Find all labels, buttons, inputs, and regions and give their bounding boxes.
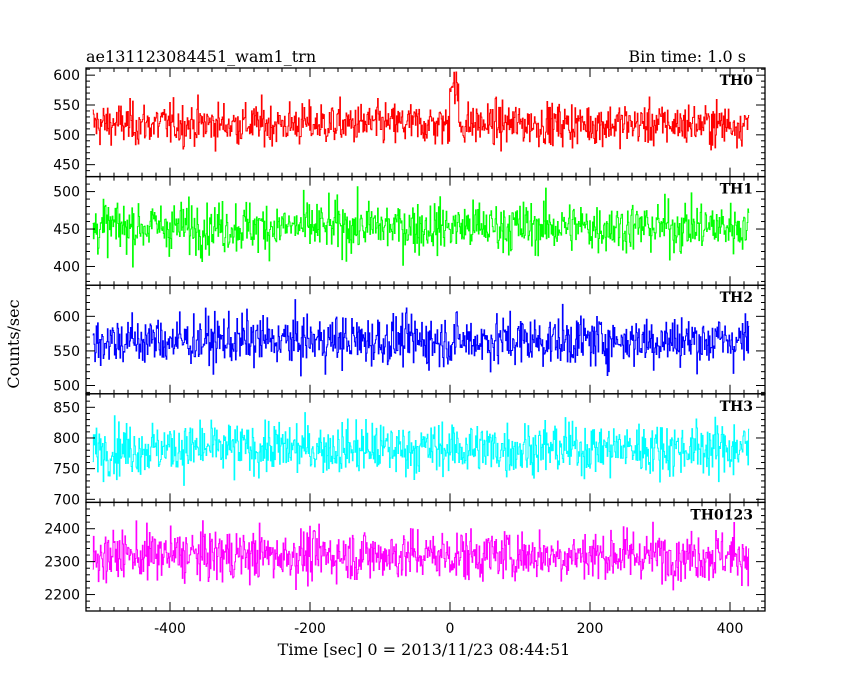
y-tick-label: 2200 [44,588,80,604]
panel-th1: 400 450 500 TH1 [53,175,766,286]
x-tick-label: -200 [294,621,326,637]
y-tick-label: 550 [53,344,80,360]
x-tick-label: -400 [154,621,186,637]
panel-label-th3: TH3 [720,399,753,415]
panels-group: 450 500 550 600 TH0 400 450 500 TH1 500 550 600 TH2 7… [44,67,766,612]
x-axis: -400 -200 0 200 400 [154,621,743,637]
series-th0 [92,71,750,152]
y-tick-label: 400 [53,259,80,275]
y-tick-label: 600 [53,309,80,325]
y-tick-label: 850 [53,400,80,416]
y-axis-label: Counts/sec [4,299,23,388]
chart-title-left: ae131123084451_wam1_trn [86,47,316,66]
y-tick-label: 550 [53,98,80,114]
y-tick-label: 600 [53,68,80,84]
panel-label-th0: TH0 [720,73,754,89]
x-tick-label: 0 [446,621,455,637]
y-tick-label: 2300 [44,555,80,571]
panel-th0: 450 500 550 600 TH0 [53,67,766,178]
panel-label-th2: TH2 [720,290,753,306]
y-tick-label: 750 [53,462,80,478]
y-tick-label: 2400 [44,522,80,538]
series-th2 [92,299,750,377]
y-tick-label: 500 [53,185,80,201]
panel-th3: 700 750 800 850 TH3 [53,393,766,508]
series-th1 [92,186,750,268]
panel-label-th1: TH1 [720,182,753,198]
series-th3 [92,412,750,486]
y-tick-label: 500 [53,378,80,394]
x-tick-label: 400 [717,621,744,637]
y-tick-label: 700 [53,492,80,508]
y-tick-label: 500 [53,128,80,144]
panel-label-th0123: TH0123 [690,507,753,523]
y-tick-label: 450 [53,158,80,174]
y-tick-label: 800 [53,431,80,447]
y-tick-label: 450 [53,222,80,238]
panel-th2: 500 550 600 TH2 [53,284,766,394]
series-th0123 [92,520,750,591]
chart-title-right: Bin time: 1.0 s [628,47,746,66]
panel-frame [85,501,766,612]
panel-th0123: 2200 2300 2400 TH0123 [44,501,766,612]
x-tick-label: 200 [577,621,604,637]
x-axis-label: Time [sec] 0 = 2013/11/23 08:44:51 [278,640,571,659]
panel-frame [85,175,766,286]
